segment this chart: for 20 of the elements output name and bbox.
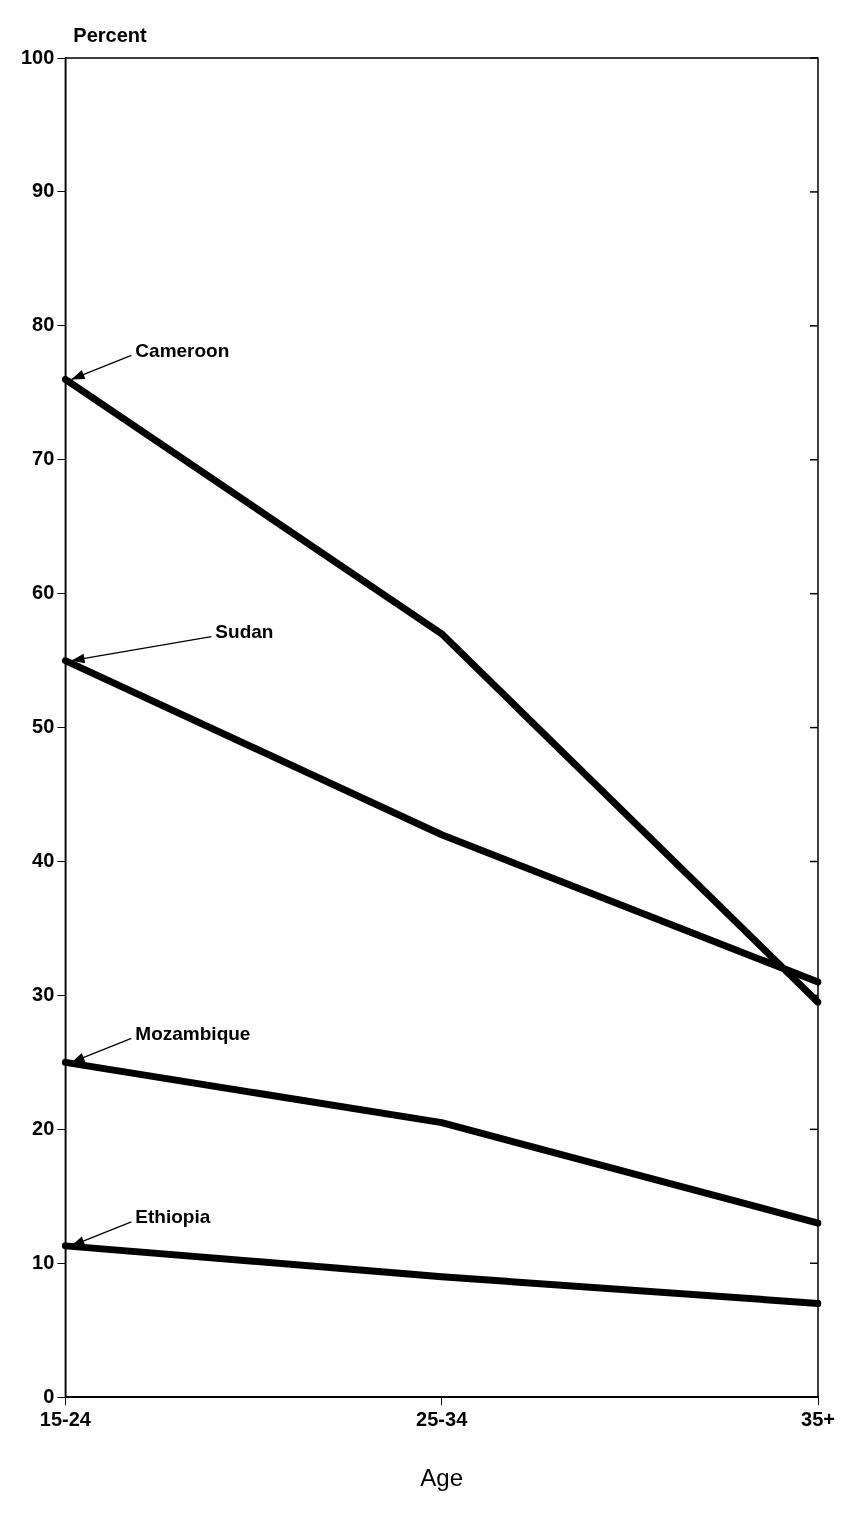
x-tick-label: 25-34 (416, 1407, 469, 1430)
y-axis-title: Percent (73, 23, 148, 46)
text: Sudan (215, 620, 274, 642)
text: Cameroon (135, 339, 230, 361)
y-tick-label: 80 (32, 313, 55, 336)
y-tick-label: 50 (32, 715, 55, 738)
x-axis-title: Age (420, 1464, 464, 1492)
y-tick-label: 60 (32, 581, 55, 604)
x-tick-label: 35+ (801, 1407, 835, 1430)
x-tick-label: 15-24 (39, 1407, 92, 1430)
y-tick-label: 90 (32, 179, 55, 202)
y-tick-label: 20 (32, 1116, 55, 1139)
series-label: Ethiopia (135, 1206, 211, 1228)
y-tick-label: 0 (43, 1384, 55, 1407)
y-tick-label: 70 (32, 447, 55, 470)
y-tick-label: 100 (20, 45, 55, 68)
y-tick-label: 30 (32, 982, 55, 1005)
series-label: Mozambique (135, 1022, 251, 1044)
y-tick-label: 10 (32, 1250, 55, 1273)
y-tick-label: 40 (32, 849, 55, 872)
